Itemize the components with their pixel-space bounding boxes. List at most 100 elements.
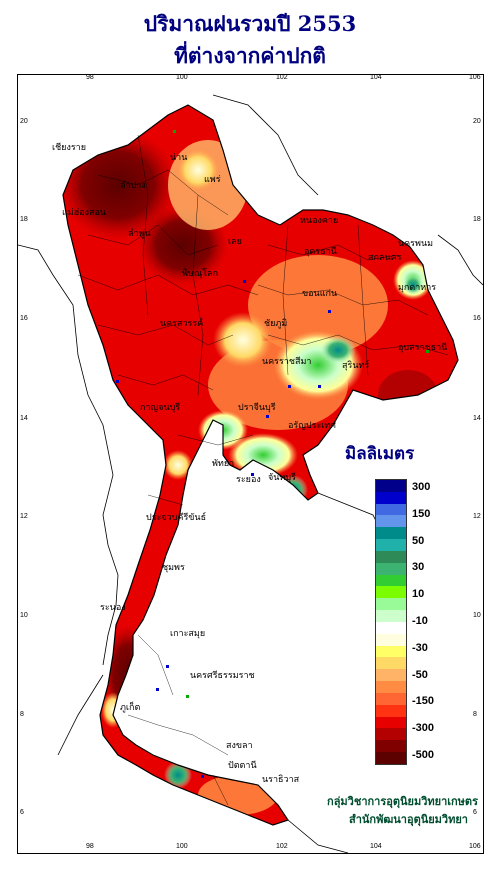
lat-tick-right: 18 [473, 216, 481, 223]
legend-swatch [376, 692, 406, 705]
province-label: ปราจีนบุรี [238, 403, 276, 413]
legend-swatch [376, 586, 406, 599]
lon-tick-bottom: 100 [176, 843, 188, 850]
legend-swatch [376, 716, 406, 729]
legend-label: 150 [412, 507, 431, 520]
lat-tick-left: 18 [20, 216, 28, 223]
province-label: ชัยภูมิ [264, 319, 288, 329]
lat-tick-left: 10 [20, 612, 28, 619]
province-label: นครพนม [398, 239, 434, 249]
province-boundaries [77, 134, 449, 806]
province-label: สุรินทร์ [342, 361, 370, 371]
lat-tick-right: 8 [473, 711, 477, 718]
province-label: น่าน [170, 153, 188, 163]
province-label: ลำพูน [128, 229, 151, 239]
province-label: ภูเก็ต [120, 703, 141, 713]
legend-swatch [376, 704, 406, 717]
province-label: ประจวบคีรีขันธ์ [146, 513, 207, 523]
province-label: เกาะสมุย [170, 629, 206, 639]
province-label: แพร่ [204, 175, 221, 185]
legend-label: 10 [412, 588, 425, 601]
lon-tick-top: 98 [86, 74, 94, 81]
lon-tick-bottom: 106 [469, 843, 481, 850]
province-label: พัทยา [212, 459, 235, 469]
legend-swatch [376, 491, 406, 504]
legend-swatch [376, 503, 406, 516]
lat-tick-left: 8 [20, 711, 24, 718]
province-label: มุกดาหาร [398, 283, 437, 293]
province-label: จันทบุรี [268, 473, 296, 483]
map-title-line1: ปริมาณฝนรวมปี 2553 [143, 11, 357, 36]
credit-line1: กลุ่มวิชาการอุตุนิยมวิทยาเกษตร [327, 795, 478, 808]
lon-tick-top: 106 [469, 74, 481, 81]
province-label: นราธิวาส [262, 775, 300, 785]
province-label: พิษณุโลก [182, 269, 219, 279]
legend-swatch [376, 550, 406, 563]
lat-tick-left: 14 [20, 415, 28, 422]
legend-label: -150 [412, 695, 435, 708]
province-label: หนองคาย [300, 216, 339, 226]
legend-swatch [376, 539, 406, 551]
lat-tick-right: 20 [473, 118, 481, 125]
legend-title: มิลลิเมตร [345, 444, 415, 464]
legend-swatch [376, 645, 406, 658]
legend-label: -300 [412, 722, 435, 735]
legend-label: -10 [412, 615, 428, 627]
province-label: ปัตตานี [228, 761, 257, 771]
province-label: สงขลา [226, 741, 253, 751]
legend-swatch [376, 657, 406, 670]
lat-tick-right: 12 [473, 513, 481, 520]
province-label: แม่ฮ่องสอน [62, 208, 107, 218]
province-label: ลำปาง [120, 181, 146, 191]
province-label: ชุมพร [162, 563, 185, 573]
legend-swatch [376, 621, 406, 634]
legend-swatch [376, 740, 406, 753]
lat-tick-right: 10 [473, 612, 481, 619]
legend-swatch [376, 562, 406, 575]
legend-swatch [376, 598, 406, 611]
lon-tick-top: 100 [176, 74, 188, 81]
legend-swatch [376, 610, 406, 622]
lat-tick-right: 6 [473, 809, 477, 816]
province-label: นครศรีธรรมราช [190, 671, 255, 681]
province-label: นครราชสีมา [262, 357, 312, 367]
legend-swatch [376, 728, 406, 741]
neighbor-borders [18, 94, 483, 853]
legend-swatch [376, 681, 406, 693]
credit-line2: สำนักพัฒนาอุตุนิยมวิทยา [349, 813, 468, 826]
province-label: อรัญประเทศ [288, 421, 337, 431]
lat-tick-right: 16 [473, 315, 481, 322]
thailand-outline [62, 104, 459, 826]
lon-tick-top: 104 [370, 74, 382, 81]
province-label: อุบลราชธานี [398, 343, 448, 353]
lon-tick-top: 102 [276, 74, 288, 81]
lat-tick-right: 14 [473, 415, 481, 422]
legend-swatch [376, 669, 406, 682]
legend-label: -30 [412, 641, 428, 654]
lat-tick-left: 16 [20, 315, 28, 322]
legend-label: -50 [412, 668, 428, 681]
province-label: ขอนแก่น [302, 289, 338, 299]
map-title-line2: ที่ต่างจากค่าปกติ [174, 43, 326, 68]
legend-color-bar [375, 479, 407, 765]
province-label: กาญจนบุรี [140, 403, 181, 413]
province-label: สกลนคร [368, 253, 402, 263]
lat-tick-left: 12 [20, 513, 28, 520]
legend-label: 50 [412, 534, 425, 547]
province-label: เชียงราย [52, 143, 87, 153]
legend-label: -500 [412, 749, 435, 761]
province-label: นครสวรรค์ [160, 319, 204, 329]
legend-swatch [376, 574, 406, 587]
legend-swatch [376, 515, 406, 528]
lon-tick-bottom: 98 [86, 843, 94, 850]
legend-swatch [376, 527, 406, 540]
station-markers [116, 130, 429, 778]
province-label: อุดรธานี [304, 247, 337, 257]
legend-swatch [376, 480, 406, 492]
lat-tick-left: 6 [20, 809, 24, 816]
lat-tick-left: 20 [20, 118, 28, 125]
province-label: ระนอง [100, 603, 126, 613]
legend-swatch [376, 752, 406, 764]
province-label: เลย [228, 237, 242, 247]
lon-tick-bottom: 104 [370, 843, 382, 850]
